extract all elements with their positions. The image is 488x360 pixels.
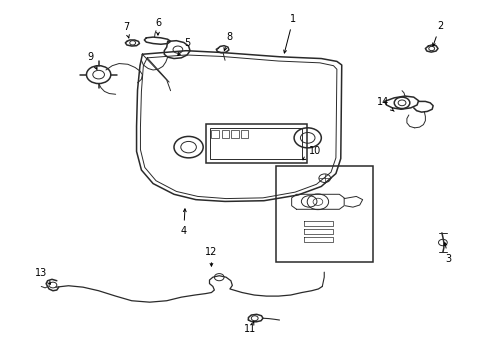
Bar xyxy=(240,130,248,138)
Text: 6: 6 xyxy=(155,18,161,35)
Text: 10: 10 xyxy=(302,147,321,160)
Text: 8: 8 xyxy=(224,32,231,51)
Text: 3: 3 xyxy=(443,243,451,264)
Bar xyxy=(230,130,238,138)
Bar xyxy=(211,130,219,138)
Text: 5: 5 xyxy=(178,38,190,55)
Text: 11: 11 xyxy=(244,321,256,334)
Text: 2: 2 xyxy=(432,21,442,46)
Text: 4: 4 xyxy=(180,209,186,236)
Bar xyxy=(221,130,229,138)
Text: 14: 14 xyxy=(376,97,393,111)
Text: 7: 7 xyxy=(122,22,129,38)
Bar xyxy=(205,124,306,163)
Text: 13: 13 xyxy=(35,268,50,284)
Text: 1: 1 xyxy=(283,14,296,53)
Text: 12: 12 xyxy=(205,247,217,266)
Bar xyxy=(276,166,372,262)
Bar xyxy=(210,128,301,159)
Text: 9: 9 xyxy=(88,52,97,69)
